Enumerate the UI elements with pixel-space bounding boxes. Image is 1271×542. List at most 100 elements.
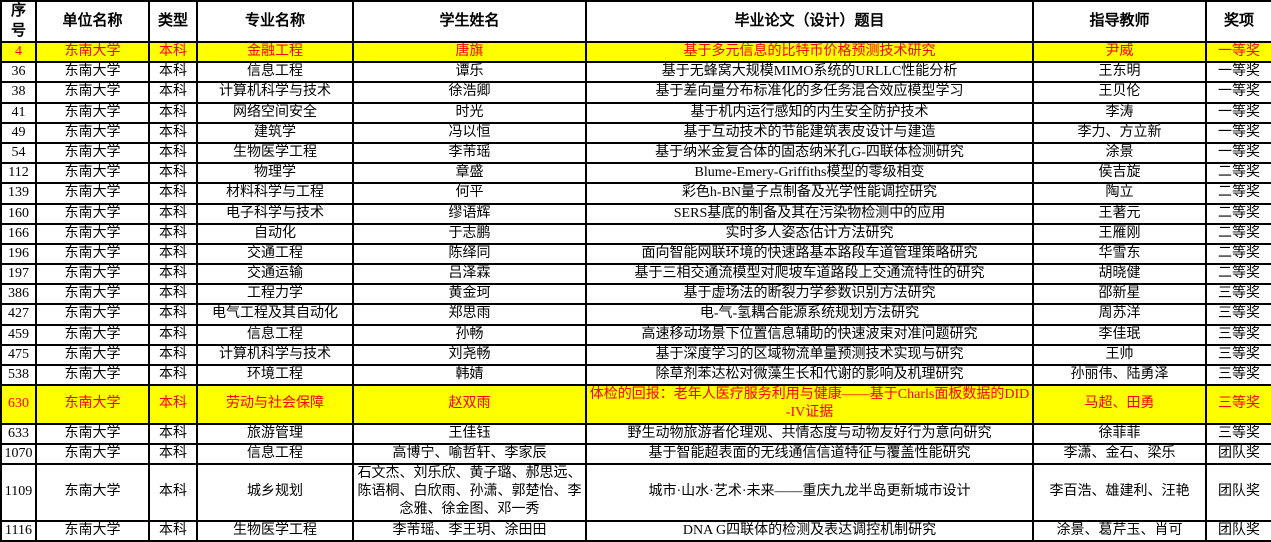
table-row: 160 东南大学 本科 电子科学与技术 缪语辉 SERS基底的制备及其在污染物检测中的应用…	[0, 202, 1271, 225]
cell-major: 物理学	[196, 162, 354, 185]
cell-id: 1116	[0, 519, 37, 542]
cell-id: 386	[0, 283, 37, 306]
cell-title: 面向智能网联环境的快速路基本路段车道管理策略研究	[585, 242, 1034, 266]
cell-major: 城乡规划	[196, 462, 354, 522]
cell-award: 一等奖	[1205, 101, 1271, 124]
cell-students: 刘尧畅	[352, 343, 587, 367]
cell-teachers: 李百浩、雄建利、汪艳	[1032, 462, 1207, 522]
cell-students: 缪语辉	[352, 202, 587, 225]
cell-teachers: 孙丽伟、陆勇泽	[1032, 363, 1207, 387]
cell-type: 本科	[148, 263, 198, 286]
cell-id: 427	[0, 303, 37, 326]
cell-unit: 东南大学	[35, 222, 150, 245]
cell-type: 本科	[148, 519, 198, 542]
cell-students: 李芾瑶、李王玥、涂田田	[352, 519, 587, 542]
cell-title: 野生动物旅游者伦理观、共情态度与动物友好行为意向研究	[585, 422, 1034, 445]
cell-major: 网络空间安全	[196, 101, 354, 124]
cell-id: 1070	[0, 442, 37, 465]
cell-major: 自动化	[196, 222, 354, 245]
table-row: 112 东南大学 本科 物理学 章盛 Blume-Emery-Griffiths模型的零级…	[0, 162, 1271, 185]
cell-id: 1109	[0, 462, 37, 522]
cell-teachers: 李涛	[1032, 101, 1207, 124]
cell-id: 459	[0, 323, 37, 346]
cell-major: 信息工程	[196, 61, 354, 84]
table-row: 386 东南大学 本科 工程力学 黄金珂 基于虚场法的断裂力学参数识别方法研究 邵新星 三等奖	[0, 283, 1271, 306]
cell-type: 本科	[148, 162, 198, 185]
cell-major: 电子科学与技术	[196, 202, 354, 225]
cell-unit: 东南大学	[35, 462, 150, 522]
cell-unit: 东南大学	[35, 422, 150, 445]
table-row: 49 东南大学 本科 建筑学 冯以恒 基于互动技术的节能建筑表皮设计与建造 李力、方立新 一等…	[0, 121, 1271, 144]
column-header-major: 专业名称	[196, 0, 354, 43]
cell-title: 基于多元信息的比特币价格预测技术研究	[585, 40, 1034, 64]
cell-type: 本科	[148, 101, 198, 124]
cell-title: 基于智能超表面的无线通信信道特征与覆盖性能研究	[585, 442, 1034, 465]
cell-title: SERS基底的制备及其在污染物检测中的应用	[585, 202, 1034, 225]
cell-title: 电-气-氢耦合能源系统规划方法研究	[585, 303, 1034, 326]
cell-id: 538	[0, 363, 37, 387]
table-row: 197 东南大学 本科 交通运输 吕泽霖 基于三相交通流模型对爬坡车道路段上交通流特性的研…	[0, 263, 1271, 286]
cell-award: 三等奖	[1205, 363, 1271, 387]
cell-major: 电气工程及其自动化	[196, 303, 354, 326]
cell-students: 于志鹏	[352, 222, 587, 245]
cell-id: 139	[0, 182, 37, 205]
column-header-award: 奖项	[1205, 0, 1271, 43]
cell-type: 本科	[148, 81, 198, 104]
cell-type: 本科	[148, 323, 198, 346]
table-body: 4 东南大学 本科 金融工程 唐旗 基于多元信息的比特币价格预测技术研究 尹威 一等奖 36 东南…	[0, 40, 1271, 542]
cell-major: 信息工程	[196, 442, 354, 465]
cell-title: 体检的回报：老年人医疗服务利用与健康——基于Charls面板数据的DID-IV证…	[585, 384, 1034, 425]
cell-unit: 东南大学	[35, 81, 150, 104]
cell-students: 吕泽霖	[352, 263, 587, 286]
cell-title: 基于纳米金复合体的固态纳米孔G-四联体检测研究	[585, 141, 1034, 165]
cell-title: 基于机内运行感知的内生安全防护技术	[585, 101, 1034, 124]
column-header-id: 序号	[0, 0, 37, 43]
cell-type: 本科	[148, 363, 198, 387]
cell-teachers: 周苏洋	[1032, 303, 1207, 326]
table-row: 427 东南大学 本科 电气工程及其自动化 郑思雨 电-气-氢耦合能源系统规划方法研究 周苏…	[0, 303, 1271, 326]
cell-id: 633	[0, 422, 37, 445]
cell-title: 基于互动技术的节能建筑表皮设计与建造	[585, 121, 1034, 144]
cell-unit: 东南大学	[35, 343, 150, 367]
cell-title: 基于虚场法的断裂力学参数识别方法研究	[585, 283, 1034, 306]
cell-award: 一等奖	[1205, 121, 1271, 144]
cell-students: 章盛	[352, 162, 587, 185]
cell-unit: 东南大学	[35, 61, 150, 84]
cell-students: 李芾瑶	[352, 141, 587, 165]
table-row: 196 东南大学 本科 交通工程 陈绎同 面向智能网联环境的快速路基本路段车道管理策略研究…	[0, 242, 1271, 266]
cell-students: 石文杰、刘乐欣、黄子璐、郝思远、陈语桐、白欣雨、孙潇、郭楚怡、李念雅、徐金图、邓…	[352, 462, 587, 522]
cell-unit: 东南大学	[35, 40, 150, 64]
column-header-title: 毕业论文（设计）题目	[585, 0, 1034, 43]
cell-unit: 东南大学	[35, 101, 150, 124]
cell-type: 本科	[148, 384, 198, 425]
cell-award: 一等奖	[1205, 61, 1271, 84]
table-row: 54 东南大学 本科 生物医学工程 李芾瑶 基于纳米金复合体的固态纳米孔G-四联体检测研究…	[0, 141, 1271, 165]
cell-unit: 东南大学	[35, 283, 150, 306]
cell-award: 二等奖	[1205, 162, 1271, 185]
table-row: 139 东南大学 本科 材料科学与工程 何平 彩色h-BN量子点制备及光学性能调控研究 陶立…	[0, 182, 1271, 205]
cell-type: 本科	[148, 40, 198, 64]
cell-major: 金融工程	[196, 40, 354, 64]
cell-major: 环境工程	[196, 363, 354, 387]
cell-unit: 东南大学	[35, 121, 150, 144]
cell-major: 计算机科学与技术	[196, 81, 354, 104]
cell-type: 本科	[148, 462, 198, 522]
cell-major: 工程力学	[196, 283, 354, 306]
cell-type: 本科	[148, 343, 198, 367]
cell-type: 本科	[148, 182, 198, 205]
table-row: 459 东南大学 本科 信息工程 孙畅 高速移动场景下位置信息辅助的快速波束对准问题研究李…	[0, 323, 1271, 346]
cell-award: 二等奖	[1205, 242, 1271, 266]
cell-award: 三等奖	[1205, 303, 1271, 326]
cell-title: 城市·山水·艺术·未来——重庆九龙半岛更新城市设计	[585, 462, 1034, 522]
cell-award: 二等奖	[1205, 222, 1271, 245]
cell-id: 197	[0, 263, 37, 286]
table-row: 630 东南大学 本科 劳动与社会保障 赵双雨 体检的回报：老年人医疗服务利用与健康——基…	[0, 384, 1271, 425]
cell-major: 材料科学与工程	[196, 182, 354, 205]
cell-award: 二等奖	[1205, 263, 1271, 286]
cell-id: 196	[0, 242, 37, 266]
cell-teachers: 李力、方立新	[1032, 121, 1207, 144]
cell-unit: 东南大学	[35, 303, 150, 326]
column-header-type: 类型	[148, 0, 198, 43]
cell-teachers: 王著元	[1032, 202, 1207, 225]
table-row: 1116 东南大学 本科 生物医学工程 李芾瑶、李王玥、涂田田 DNA G四联体的检测及表…	[0, 519, 1271, 542]
